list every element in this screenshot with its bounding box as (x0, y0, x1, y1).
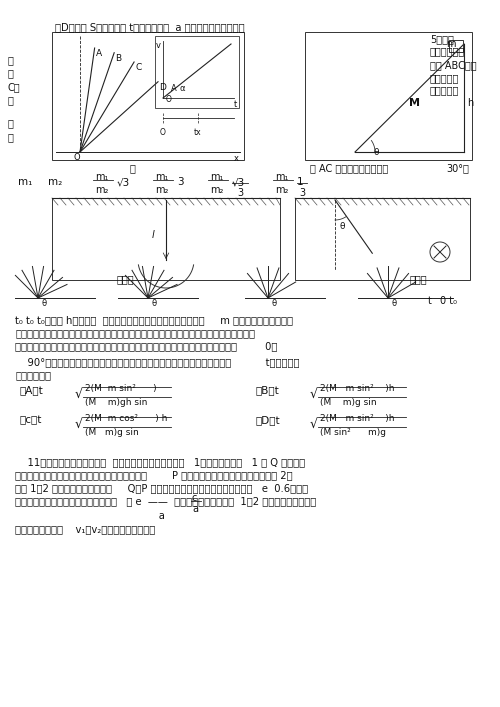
Text: m₁: m₁ (275, 172, 288, 182)
Text: m₂: m₂ (48, 177, 62, 187)
Text: （D）位移 S、运动时间 t、加速度大小  a 都随切速度增大而增大: （D）位移 S、运动时间 t、加速度大小 a 都随切速度增大而增大 (55, 22, 244, 32)
Text: 中物理知识，求解将相当复杂，但我们可以利用表达式的单位、下滑时间的特殊值如         0，: 中物理知识，求解将相当复杂，但我们可以利用表达式的单位、下滑时间的特殊值如 0， (15, 341, 278, 351)
Bar (449, 40, 463, 52)
Text: t₀ t₀ t₀。高为 h、倾角为  的斜面体静止在光滑水平面上，质量为     m 的物体从斜面体的顶端: t₀ t₀ t₀。高为 h、倾角为 的斜面体静止在光滑水平面上，质量为 m 的物… (15, 315, 293, 325)
Text: (M    m)gh sin: (M m)gh sin (85, 398, 148, 407)
Text: 直角）固定: 直角）固定 (430, 73, 460, 83)
Text: √: √ (75, 388, 83, 401)
Text: 2(M  m sin²      ): 2(M m sin² ) (85, 384, 156, 393)
Text: 环: 环 (130, 163, 136, 173)
Text: h: h (467, 98, 473, 108)
Text: 示，直角三角: 示，直角三角 (430, 46, 465, 56)
Text: θ: θ (42, 299, 47, 308)
Text: D: D (159, 83, 166, 92)
Bar (295, 198, 470, 280)
Text: O: O (160, 128, 166, 137)
Text: 0 t₀: 0 t₀ (440, 296, 457, 306)
Text: （A）t: （A）t (20, 385, 44, 395)
Text: M: M (410, 98, 420, 108)
Text: (M    m)g sin: (M m)g sin (320, 398, 376, 407)
Text: C: C (135, 63, 141, 72)
Text: c: c (192, 493, 198, 503)
Text: 轨道 1、2 分别与椭圆轨道相切于     Q、P 两点，如图所示。椭圆轨道的离心率为   e  0.6（椭圆: 轨道 1、2 分别与椭圆轨道相切于 Q、P 两点，如图所示。椭圆轨道的离心率为 … (15, 483, 308, 493)
Text: √3: √3 (232, 177, 245, 187)
Text: √: √ (310, 418, 318, 431)
Text: 影: 影 (8, 68, 14, 78)
Text: θ: θ (392, 299, 397, 308)
Text: 所: 所 (8, 55, 14, 65)
Text: m₁: m₁ (95, 172, 108, 182)
Text: θ: θ (152, 299, 157, 308)
Text: m₂: m₂ (95, 185, 108, 195)
Text: (M sin²      m)g: (M sin² m)g (320, 428, 386, 437)
Text: O: O (166, 95, 172, 104)
Text: θ: θ (272, 299, 277, 308)
Text: A: A (96, 49, 102, 58)
Text: a: a (192, 504, 198, 514)
Text: t: t (234, 100, 237, 109)
Text: 项正确的是：: 项正确的是： (15, 370, 51, 380)
Text: tx: tx (194, 128, 202, 137)
Text: 的半焦距与半长轴的比值叫做离心率，   即 e  ——  ），若卫星分别在轨道  1、2 上匀速圆周运动时，: 的半焦距与半长轴的比值叫做离心率， 即 e —— ），若卫星分别在轨道 1、2 … (15, 496, 316, 506)
Text: 30°，: 30°， (446, 163, 469, 173)
Text: 在: 在 (8, 95, 14, 105)
Bar (155, 36, 239, 108)
Text: 卫星的速率分别为    v₁、v₂，下列结论正确的是: 卫星的速率分别为 v₁、v₂，下列结论正确的是 (15, 524, 155, 534)
Text: a: a (15, 511, 165, 521)
Bar (52, 198, 280, 280)
Text: m: m (446, 39, 456, 49)
Text: m₁: m₁ (155, 172, 168, 182)
Text: 由静止释放，物体与斜面间的摩擦力不计。若要求出物体从顶端滑到下端的时间，以现有高: 由静止释放，物体与斜面间的摩擦力不计。若要求出物体从顶端滑到下端的时间，以现有高 (15, 328, 255, 338)
Text: (M   m)g sin: (M m)g sin (85, 428, 139, 437)
Text: 2(M   m sin²    )h: 2(M m sin² )h (320, 384, 394, 393)
Bar (305, 32, 472, 160)
Text: √: √ (310, 388, 318, 401)
Text: （B）t: （B）t (255, 385, 279, 395)
Text: l: l (152, 230, 155, 240)
Bar (52, 32, 244, 160)
Text: A: A (171, 84, 177, 93)
Text: m₁: m₁ (210, 172, 224, 182)
Text: √3: √3 (117, 177, 130, 187)
Text: 2(M   m sin²    )h: 2(M m sin² )h (320, 414, 394, 423)
Text: 3: 3 (237, 188, 243, 198)
Text: O: O (73, 153, 80, 162)
Text: 知 AC 与水平方向的夹角为: 知 AC 与水平方向的夹角为 (310, 163, 388, 173)
Text: √: √ (75, 418, 83, 431)
Text: （D）t: （D）t (255, 415, 280, 425)
Text: m₂: m₂ (210, 185, 224, 195)
Text: 侧面图: 侧面图 (410, 274, 428, 284)
Text: m₂: m₂ (155, 185, 168, 195)
Text: 11、发射地球同步卫星时，  先将卫星发射至近地圆轨道   1，然后在离轨道   1 的 Q 点适当加: 11、发射地球同步卫星时， 先将卫星发射至近地圆轨道 1，然后在离轨道 1 的 … (15, 457, 305, 467)
Text: 正面图: 正面图 (117, 274, 134, 284)
Text: 2(M  m cos²      ) h: 2(M m cos² ) h (85, 414, 168, 423)
Text: θ: θ (340, 222, 345, 231)
Text: 1: 1 (297, 177, 304, 187)
Text: 速，使其沿椭圆轨道运行，最后再在椭圆轨道上的        P 点适当加速，将卫星送入同步圆轨道 2。: 速，使其沿椭圆轨道运行，最后再在椭圆轨道上的 P 点适当加速，将卫星送入同步圆轨… (15, 470, 292, 480)
Text: B: B (115, 54, 121, 63)
Text: m₂: m₂ (275, 185, 288, 195)
Text: x: x (234, 154, 239, 163)
Text: 90°对应的下滑时间如何等来判断出下列哪个选项是正确的。若下滑时间为           t，则下列选: 90°对应的下滑时间如何等来判断出下列哪个选项是正确的。若下滑时间为 t，则下列… (15, 357, 300, 367)
Text: θ: θ (373, 148, 378, 157)
Text: 5、如图: 5、如图 (430, 34, 454, 44)
Text: （c）t: （c）t (20, 415, 42, 425)
Text: α: α (180, 84, 186, 93)
Text: 水平面上，: 水平面上， (430, 85, 460, 95)
Text: v: v (156, 41, 161, 50)
Text: C为: C为 (8, 82, 20, 92)
Text: t: t (428, 296, 432, 306)
Text: 3: 3 (299, 188, 305, 198)
Text: 3: 3 (177, 177, 184, 187)
Text: 框架 ABC（角: 框架 ABC（角 (430, 60, 476, 70)
Text: m₁: m₁ (18, 177, 32, 187)
Circle shape (430, 242, 450, 262)
Text: 小: 小 (8, 132, 14, 142)
Text: 已: 已 (8, 118, 14, 128)
